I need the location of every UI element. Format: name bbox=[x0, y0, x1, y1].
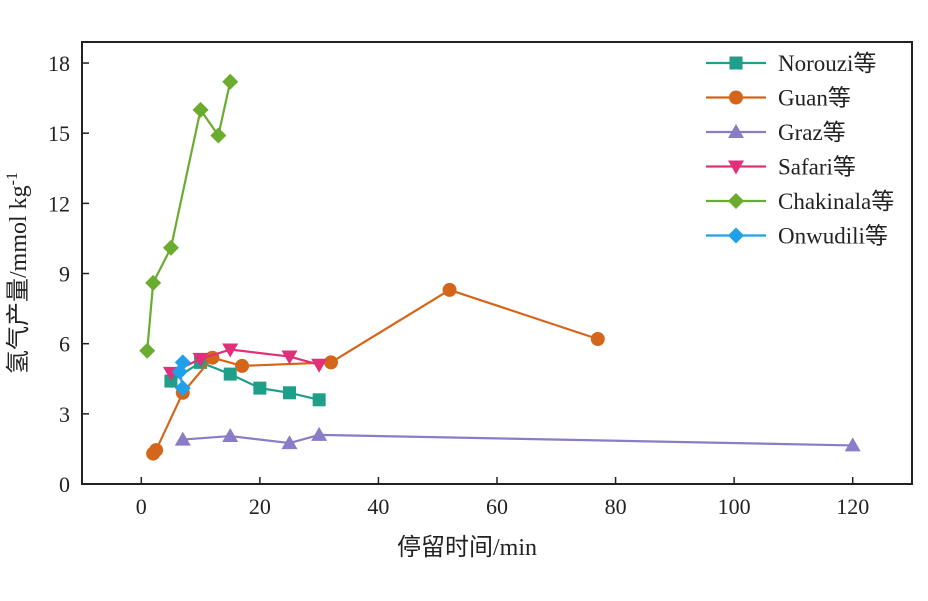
data-point bbox=[222, 343, 239, 358]
y-axis-label-superscript: -1 bbox=[4, 172, 21, 185]
legend: Norouzi等 Guan等 Graz等 Safari等 Chakinala等 Onwud… bbox=[706, 51, 894, 249]
x-tick-label: 100 bbox=[718, 494, 751, 519]
x-tick-label: 120 bbox=[836, 494, 869, 519]
y-axis-label-main: 氢气产量/mmol kg bbox=[5, 185, 32, 374]
x-tick-label: 0 bbox=[136, 494, 147, 519]
legend-label: Safari等 bbox=[778, 155, 856, 180]
legend-label: Onwudili等 bbox=[778, 224, 888, 249]
data-point bbox=[324, 355, 338, 370]
legend-marker bbox=[728, 124, 744, 138]
data-point bbox=[312, 393, 326, 407]
series-2 bbox=[146, 282, 605, 461]
legend-entry: Graz等 bbox=[706, 120, 846, 145]
data-point bbox=[149, 443, 164, 458]
y-tick-label: 9 bbox=[59, 262, 70, 287]
x-tick-label: 80 bbox=[605, 494, 627, 519]
legend-label: Guan等 bbox=[778, 86, 851, 111]
y-axis-label: 氢气产量/mmol kg-1 bbox=[4, 172, 32, 374]
axis-ticks: 0 20 40 60 80 100 120 0 3 6 9 12 15 18 bbox=[48, 51, 869, 519]
legend-marker bbox=[728, 193, 744, 209]
legend-entry: Safari等 bbox=[706, 155, 856, 180]
x-tick-label: 60 bbox=[486, 494, 508, 519]
data-point bbox=[171, 363, 188, 380]
x-tick-label: 20 bbox=[249, 494, 271, 519]
data-point bbox=[235, 358, 250, 373]
series-3 bbox=[174, 426, 861, 452]
legend-marker bbox=[728, 160, 744, 175]
data-point bbox=[253, 381, 267, 395]
data-point bbox=[311, 358, 328, 373]
data-point bbox=[223, 367, 237, 381]
legend-marker bbox=[728, 227, 744, 244]
y-tick-label: 0 bbox=[59, 472, 70, 497]
x-tick-label: 40 bbox=[367, 494, 389, 519]
legend-label: Chakinala等 bbox=[778, 189, 894, 214]
y-tick-label: 18 bbox=[48, 51, 70, 76]
data-point bbox=[222, 428, 239, 443]
series-4 bbox=[162, 343, 328, 381]
data-point bbox=[145, 274, 162, 291]
y-tick-label: 3 bbox=[59, 402, 70, 427]
data-point bbox=[164, 374, 178, 388]
data-point bbox=[174, 380, 191, 397]
legend-label: Norouzi等 bbox=[778, 51, 876, 76]
data-point bbox=[139, 342, 156, 359]
series-5 bbox=[139, 73, 239, 359]
data-point bbox=[222, 73, 239, 90]
series-line bbox=[152, 288, 599, 455]
legend-entry: Chakinala等 bbox=[706, 189, 894, 214]
legend-entry: Norouzi等 bbox=[706, 51, 876, 76]
data-point bbox=[210, 127, 227, 144]
data-point bbox=[311, 426, 328, 441]
data-point bbox=[174, 431, 191, 446]
series-line bbox=[182, 433, 853, 447]
data-point bbox=[192, 352, 209, 367]
data-point bbox=[442, 282, 457, 297]
data-point bbox=[281, 435, 298, 450]
y-tick-label: 12 bbox=[48, 191, 70, 216]
legend-marker bbox=[729, 56, 743, 70]
data-point bbox=[281, 350, 298, 365]
series-6 bbox=[171, 354, 191, 397]
series-layer bbox=[139, 73, 861, 461]
data-point bbox=[283, 386, 296, 400]
data-point bbox=[590, 332, 605, 347]
legend-entry: Guan等 bbox=[706, 86, 851, 111]
data-point bbox=[192, 101, 209, 118]
legend-marker bbox=[729, 90, 743, 105]
legend-label: Graz等 bbox=[778, 120, 846, 145]
y-tick-label: 15 bbox=[48, 121, 70, 146]
series-line bbox=[146, 81, 232, 351]
data-point bbox=[162, 239, 179, 256]
legend-entry: Onwudili等 bbox=[706, 224, 888, 249]
data-point bbox=[844, 437, 861, 452]
x-axis-label: 停留时间/min bbox=[397, 534, 537, 561]
y-tick-label: 6 bbox=[59, 332, 70, 357]
